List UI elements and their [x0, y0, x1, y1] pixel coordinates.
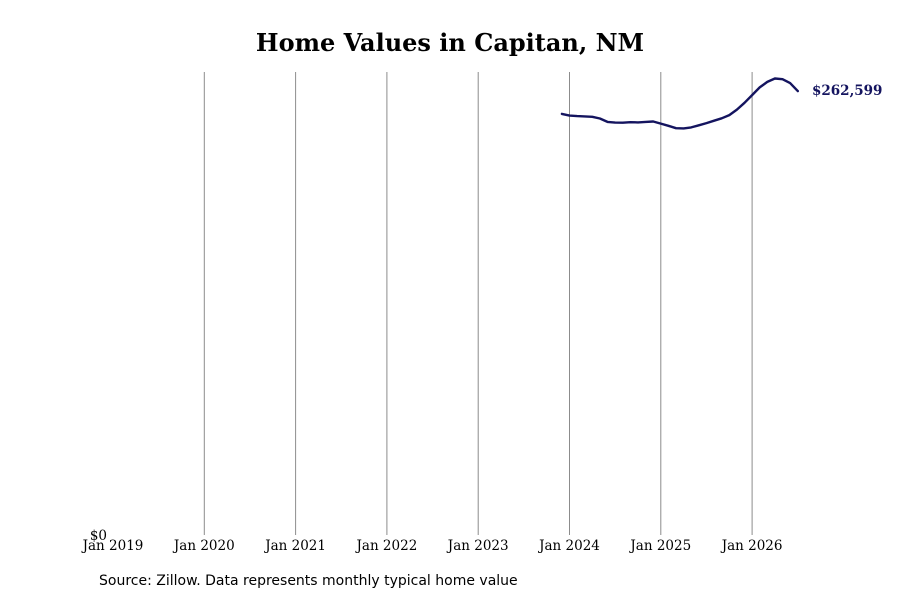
x-tick-label-2022: Jan 2022 — [354, 538, 417, 554]
end-value-labels: $262,599 — [812, 83, 882, 99]
chart-title: Home Values in Capitan, NM — [255, 28, 645, 57]
axis-tick-labels: Jan 2019 Jan 2020 Jan 2021 Jan 2022 Jan 2023… — [81, 528, 783, 554]
x-tick-label-2026: Jan 2026 — [720, 538, 783, 554]
x-tick-label-2021: Jan 2021 — [263, 538, 326, 554]
x-tick-label-2025: Jan 2025 — [628, 538, 691, 554]
x-tick-label-2023: Jan 2023 — [446, 538, 509, 554]
y-tick-label: $0 — [90, 528, 107, 544]
x-tick-label-2020: Jan 2020 — [172, 538, 235, 554]
x-tick-label-2019: Jan 2019 — [81, 538, 144, 554]
x-tick-label-2024: Jan 2024 — [537, 538, 600, 554]
source-note: Source: Zillow. Data represents monthly … — [99, 573, 518, 589]
vertical-gridlines — [203, 72, 753, 535]
series-layer — [560, 77, 799, 130]
series-line-0 — [560, 77, 799, 130]
end-value-label: $262,599 — [812, 83, 882, 99]
